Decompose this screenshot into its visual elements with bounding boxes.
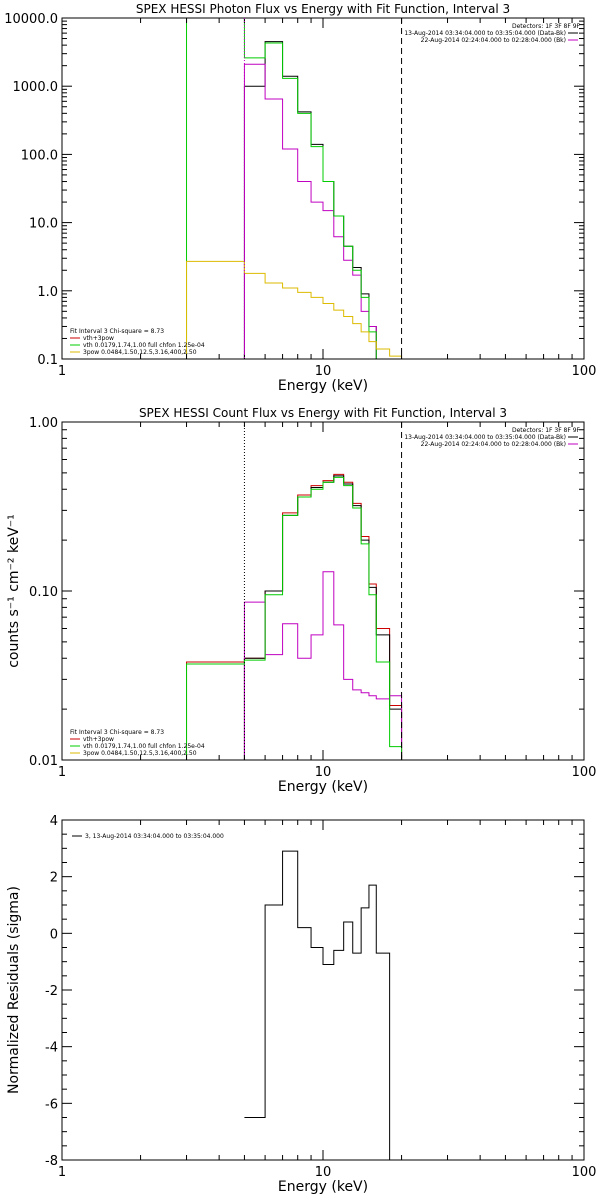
series-line-1 [243, 63, 390, 360]
legend-entry: 3pow 0.0484,1.50,12.5,3.16,400,2.50 [83, 750, 197, 757]
series-line-2 [243, 571, 403, 760]
x-tick-label: 1 [58, 1165, 66, 1180]
y-tick-label: 1.00 [29, 416, 58, 431]
legend-entry: 22-Aug-2014 02:24:04.000 to 02:28:04.000… [421, 441, 566, 448]
x-tick-label: 10 [315, 765, 332, 780]
legend-entry: 13-Aug-2014 03:34:04.000 to 03:35:04.000… [404, 434, 566, 441]
legend-header: Detectors: 1F 3F 8F 9F [512, 23, 581, 30]
x-tick-label: 10 [315, 364, 332, 379]
x-tick-label: 100 [572, 765, 597, 780]
series-line-2 [186, 17, 377, 359]
series-line-3 [186, 260, 403, 359]
y-tick-label: -2 [45, 984, 58, 999]
chart-title: SPEX HESSI Count Flux vs Energy with Fit… [139, 406, 507, 420]
y-tick-label: 1000.0 [13, 80, 59, 95]
legend-entry: 3, 13-Aug-2014 03:34:04.000 to 03:35:04.… [85, 833, 224, 840]
x-tick-label: 100 [572, 364, 597, 379]
x-tick-label: 100 [572, 1165, 597, 1180]
series-line-0 [244, 850, 391, 1160]
x-tick-label: 10 [315, 1165, 332, 1180]
x-axis-label: Energy (keV) [278, 1179, 368, 1195]
legend-entry: vth 0.0179,1.74,1.00 full chfon 1.25e-04 [83, 342, 205, 349]
plot-frame [61, 819, 585, 1161]
legend-entry: 3pow 0.0484,1.50,12.5,3.16,400,2.50 [83, 349, 197, 356]
legend-header: Fit Interval 3 Chi-square = 8.73 [70, 729, 164, 736]
chart-title: SPEX HESSI Photon Flux vs Energy with Fi… [136, 2, 510, 16]
legend-entry: vth 0.0179,1.74,1.00 full chfon 1.25e-04 [83, 743, 205, 750]
y-axis-label: counts s⁻¹ cm⁻² keV⁻¹ [6, 514, 22, 668]
legend-header: Fit Interval 3 Chi-square = 8.73 [70, 328, 164, 335]
y-axis-label: Normalized Residuals (sigma) [6, 886, 22, 1094]
y-tick-label: 4 [50, 814, 58, 829]
series-line-0 [243, 41, 377, 359]
y-tick-label: 2 [50, 871, 58, 886]
y-tick-label: 10000.0 [4, 12, 58, 27]
plot-frame [61, 17, 585, 360]
x-tick-label: 1 [58, 765, 66, 780]
legend-header: Detectors: 1F 3F 8F 9F [512, 427, 581, 434]
legend-entry: vth+3pow [83, 736, 114, 743]
x-axis-label: Energy (keV) [278, 779, 368, 795]
y-tick-label: -8 [45, 1154, 58, 1169]
x-tick-label: 1 [58, 364, 66, 379]
y-tick-label: -4 [45, 1041, 58, 1056]
legend-entry: 13-Aug-2014 03:34:04.000 to 03:35:04.000… [404, 30, 566, 37]
legend-entry: 22-Aug-2014 02:24:04.000 to 02:28:04.000… [421, 37, 566, 44]
series-line-3 [186, 476, 403, 760]
y-tick-label: -6 [45, 1097, 58, 1112]
y-tick-label: 0.01 [29, 754, 58, 769]
y-tick-label: 0.10 [29, 585, 58, 600]
y-tick-label: 100.0 [21, 148, 58, 163]
y-tick-label: 0 [50, 927, 58, 942]
x-axis-label: Energy (keV) [278, 378, 368, 394]
y-tick-label: 10.0 [29, 217, 58, 232]
y-tick-label: 1.0 [37, 285, 58, 300]
y-tick-label: 0.1 [37, 353, 58, 368]
series-line-0 [186, 473, 403, 760]
legend-entry: vth+3pow [83, 335, 114, 342]
